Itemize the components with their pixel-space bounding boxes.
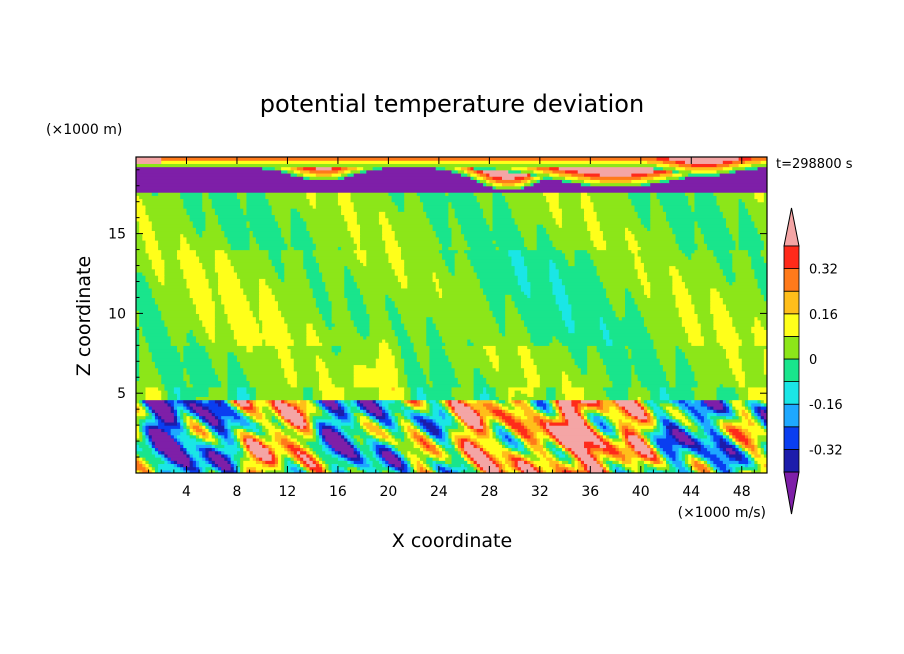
x-tick-label-2: 12 (279, 484, 297, 500)
colorbar-box-2 (783, 403, 800, 428)
colorbar-box-5 (783, 335, 800, 360)
y-tick-label-0: 5 (117, 386, 126, 402)
colorbar-box-8 (783, 268, 800, 292)
y-axis: 5 10 15 (108, 169, 767, 458)
colorbar-box-1 (783, 426, 800, 450)
colorbar-box-9 (783, 245, 800, 270)
x-axis-label: X coordinate (392, 530, 512, 552)
time-label: t=298800 s (776, 157, 853, 172)
x-tick-label-8: 36 (581, 484, 599, 500)
colorbar-box-4 (783, 358, 800, 383)
colorbar-label-3: -0.16 (809, 398, 843, 413)
x-tick-label-11: 48 (733, 484, 751, 500)
colorbar-label-1: 0.16 (809, 308, 838, 323)
x-axis: 4 8 12 16 20 24 28 32 36 40 44 48 (148, 157, 755, 500)
colorbar-top-triangle (783, 207, 800, 247)
chart-title: potential temperature deviation (260, 90, 644, 118)
colorbar-bottom-triangle (783, 471, 800, 515)
x-tick-label-7: 32 (531, 484, 549, 500)
y-unit-label: (×1000 m) (46, 122, 122, 138)
x-tick-label-1: 8 (232, 484, 241, 500)
colorbar-label-2: 0 (809, 353, 817, 368)
x-tick-label-5: 24 (430, 484, 448, 500)
x-tick-label-10: 44 (682, 484, 700, 500)
colorbar-box-3 (783, 381, 800, 405)
x-tick-label-6: 28 (480, 484, 498, 500)
y-tick-label-1: 10 (108, 306, 126, 322)
y-axis-label: Z coordinate (73, 256, 95, 376)
x-tick-label-9: 40 (632, 484, 650, 500)
colorbar-box-0 (783, 448, 800, 473)
colorbar-box-6 (783, 313, 800, 337)
colorbar: 0.32 0.16 0 -0.16 -0.32 (783, 207, 843, 515)
x-tick-label-0: 4 (182, 484, 191, 500)
contour-field (136, 157, 767, 473)
x-unit-label: (×1000 m/s) (678, 505, 766, 521)
y-tick-label-2: 15 (108, 227, 126, 243)
x-tick-label-4: 20 (379, 484, 397, 500)
colorbar-box-7 (783, 290, 800, 315)
colorbar-label-0: 0.32 (809, 263, 838, 278)
colorbar-label-4: -0.32 (809, 443, 843, 458)
x-tick-label-3: 16 (329, 484, 347, 500)
